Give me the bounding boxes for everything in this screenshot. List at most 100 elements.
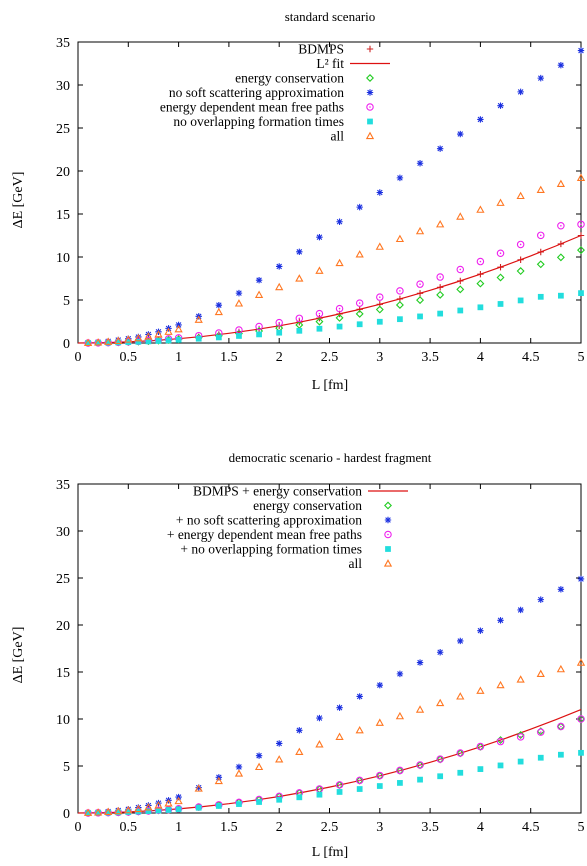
data-point [83, 808, 93, 816]
legend-label: all [331, 129, 345, 144]
data-point [577, 575, 585, 583]
series-1-5 [83, 658, 586, 816]
data-point [195, 804, 202, 811]
data-point [336, 218, 343, 225]
y-axis-label: ΔE [GeV] [11, 627, 26, 684]
y-tick-label: 5 [63, 760, 70, 775]
data-point [456, 265, 465, 274]
legend-key [384, 501, 392, 510]
series-1-2 [84, 575, 585, 816]
data-point [395, 301, 404, 309]
data-point [296, 727, 303, 734]
chart-democratic-scenario: democratic scenario - hardest fragment L… [11, 450, 586, 860]
y-tick-label: 0 [63, 807, 70, 822]
data-point [395, 234, 405, 243]
data-point [496, 249, 505, 257]
x-tick-label: 2 [276, 820, 283, 835]
data-point [396, 287, 404, 295]
data-point [497, 301, 504, 307]
data-point [174, 324, 183, 333]
x-tick-label: 0 [75, 820, 82, 835]
data-point [556, 179, 566, 188]
x-tick-label: 3.5 [421, 820, 439, 835]
data-point [144, 803, 153, 811]
data-point [194, 784, 203, 792]
data-point [516, 675, 525, 683]
data-point [477, 304, 484, 311]
data-point [376, 681, 383, 689]
data-point [356, 321, 363, 328]
data-point [276, 329, 283, 336]
y-tick-label: 20 [56, 165, 70, 180]
data-point [496, 737, 505, 746]
data-point [295, 314, 304, 323]
data-point [236, 801, 242, 807]
data-point [335, 781, 344, 789]
data-point [236, 333, 242, 339]
legend-label: energy dependent mean free paths [160, 100, 344, 115]
data-point [558, 292, 564, 299]
data-point [114, 336, 123, 344]
data-point [497, 762, 504, 769]
y-tick-label: 30 [56, 525, 70, 540]
legend-label: + no overlapping formation times [180, 542, 362, 557]
data-point [436, 290, 445, 299]
x-tick-label: 3 [376, 820, 383, 835]
data-point [537, 74, 544, 82]
data-point [437, 773, 444, 780]
data-point [105, 809, 112, 816]
data-point [577, 246, 585, 255]
data-point [577, 220, 585, 229]
data-point [275, 282, 284, 291]
data-point [416, 296, 425, 305]
data-point [517, 297, 524, 304]
data-point [235, 289, 243, 297]
data-point [275, 755, 284, 763]
data-point [456, 749, 465, 757]
data-point [255, 322, 263, 331]
x-tick-label: 4 [477, 350, 484, 365]
data-point [215, 334, 222, 341]
data-point [477, 627, 484, 634]
data-point [536, 669, 545, 677]
data-point [376, 771, 384, 780]
x-axis-label: L [fm] [312, 845, 348, 860]
data-point [234, 299, 244, 307]
data-point [164, 327, 173, 335]
data-point [558, 751, 564, 758]
data-point [135, 804, 142, 811]
data-point [256, 799, 262, 805]
data-point [175, 806, 182, 813]
data-point [215, 803, 222, 809]
data-point [296, 794, 303, 801]
series-0-5 [85, 290, 584, 346]
data-point [457, 130, 464, 138]
legend-label: all [349, 556, 363, 571]
data-point [195, 784, 202, 791]
data-point [235, 763, 243, 771]
data-point [95, 339, 101, 346]
data-point [517, 758, 524, 765]
series-0-1 [77, 234, 582, 344]
data-point [355, 299, 364, 307]
series-1-0 [77, 709, 582, 814]
data-point [496, 273, 505, 282]
data-point [557, 586, 565, 593]
data-point [576, 173, 586, 181]
data-point [124, 805, 133, 814]
data-point [537, 231, 545, 240]
data-point [516, 733, 525, 741]
data-point [145, 338, 152, 345]
legend-label: + no soft scattering approximation [176, 513, 362, 528]
data-point [516, 240, 525, 249]
data-point [436, 698, 445, 707]
data-point [194, 315, 203, 323]
data-point [356, 203, 363, 211]
legend-key [366, 74, 374, 82]
data-point [134, 804, 143, 813]
data-point [456, 285, 465, 294]
data-point [355, 725, 364, 734]
legend-label: energy conservation [235, 71, 344, 86]
data-point [396, 174, 404, 182]
